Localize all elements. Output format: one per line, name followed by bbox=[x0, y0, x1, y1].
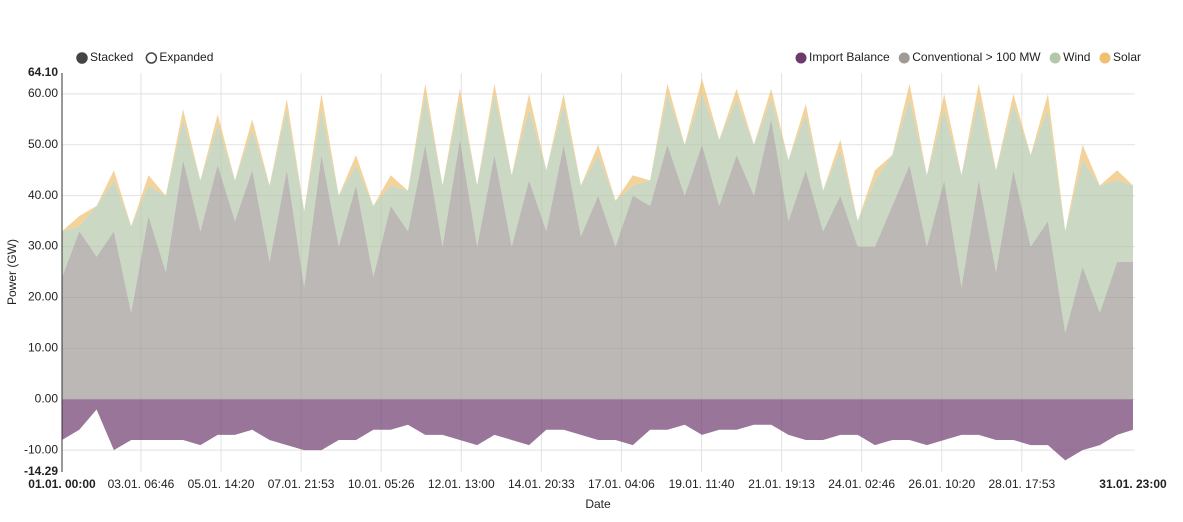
legend-dot[interactable] bbox=[898, 52, 910, 64]
x-tick-label: 17.01. 04:06 bbox=[588, 477, 655, 491]
legend-item[interactable]: Solar bbox=[1099, 50, 1141, 64]
y-tick-label: 50.00 bbox=[28, 137, 58, 151]
toggle-label[interactable]: Stacked bbox=[90, 50, 133, 64]
y-tick-label: 10.00 bbox=[28, 341, 58, 355]
toggle-dot[interactable] bbox=[76, 52, 88, 64]
legend-label[interactable]: Wind bbox=[1063, 50, 1090, 64]
legend-item[interactable]: Import Balance bbox=[795, 50, 891, 64]
toggle[interactable]: Stacked bbox=[76, 50, 133, 64]
x-tick-label: 14.01. 20:33 bbox=[508, 477, 575, 491]
legend-dot[interactable] bbox=[1049, 52, 1061, 64]
y-limit-label: -14.29 bbox=[24, 464, 58, 478]
legend-label[interactable]: Conventional > 100 MW bbox=[912, 50, 1041, 64]
x-tick-label: 28.01. 17:53 bbox=[988, 477, 1055, 491]
x-tick-label: 12.01. 13:00 bbox=[428, 477, 495, 491]
legend-item[interactable]: Conventional > 100 MW bbox=[898, 50, 1042, 64]
x-tick-label: 05.01. 14:20 bbox=[188, 477, 255, 491]
legend-label[interactable]: Import Balance bbox=[809, 50, 890, 64]
x-tick-label: 03.01. 06:46 bbox=[108, 477, 175, 491]
x-tick-label: 10.01. 05:26 bbox=[348, 477, 415, 491]
x-tick-label: 21.01. 19:13 bbox=[748, 477, 815, 491]
toggle-label[interactable]: Expanded bbox=[159, 50, 213, 64]
toggle-dot[interactable] bbox=[145, 52, 158, 64]
area bbox=[62, 93, 1133, 334]
y-tick-label: -10.00 bbox=[24, 442, 58, 456]
area bbox=[62, 399, 1133, 461]
area bbox=[62, 78, 1133, 232]
x-tick-label: 24.01. 02:46 bbox=[828, 477, 895, 491]
y-limit-label: 64.10 bbox=[28, 65, 58, 79]
legend-dot[interactable] bbox=[1099, 52, 1111, 64]
y-tick-label: 60.00 bbox=[28, 86, 58, 100]
x-axis-title: Date bbox=[585, 497, 611, 511]
x-tick-label: 19.01. 11:40 bbox=[669, 477, 735, 491]
legend-dot[interactable] bbox=[795, 52, 807, 64]
toggle[interactable]: Expanded bbox=[145, 50, 213, 64]
legend-item[interactable]: Wind bbox=[1049, 50, 1091, 64]
area bbox=[62, 119, 1133, 400]
legend-label[interactable]: Solar bbox=[1113, 50, 1141, 64]
y-tick-label: 20.00 bbox=[28, 290, 58, 304]
x-limit-label: 31.01. 23:00 bbox=[1099, 477, 1167, 491]
y-tick-label: 0.00 bbox=[35, 391, 59, 405]
x-tick-label: 07.01. 21:53 bbox=[268, 477, 335, 491]
x-limit-label: 01.01. 00:00 bbox=[28, 477, 96, 491]
y-tick-label: 40.00 bbox=[28, 188, 58, 202]
x-tick-label: 26.01. 10:20 bbox=[908, 477, 975, 491]
y-tick-label: 30.00 bbox=[28, 239, 58, 253]
y-axis-title: Power (GW) bbox=[5, 239, 19, 305]
